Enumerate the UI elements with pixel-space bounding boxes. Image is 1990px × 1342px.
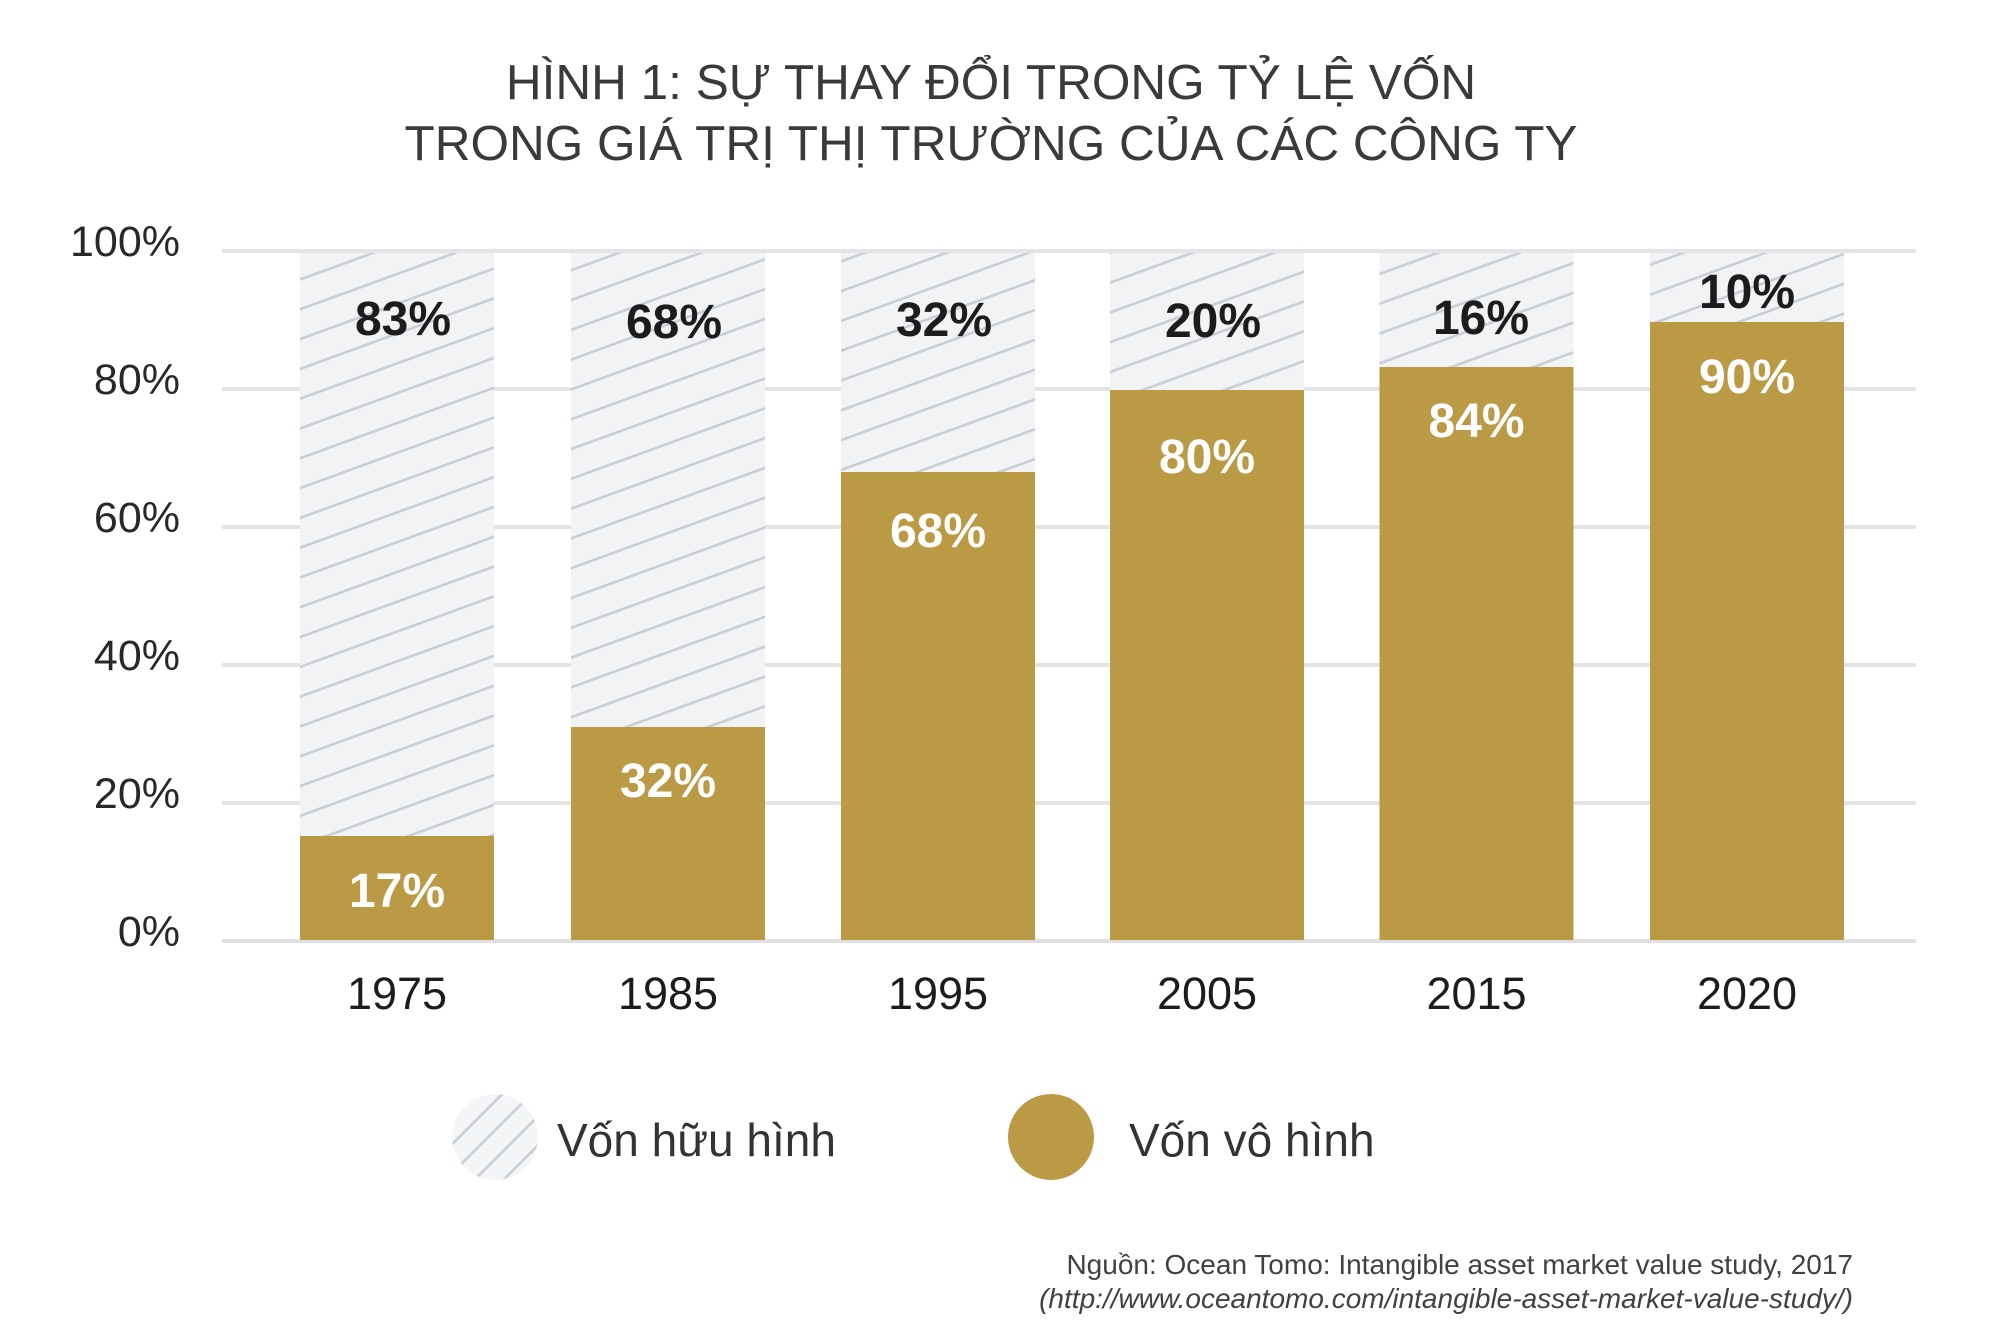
svg-text:20%: 20% — [94, 770, 180, 818]
svg-text:1985: 1985 — [618, 968, 718, 1019]
svg-text:84%: 84% — [1428, 395, 1524, 448]
svg-text:TRONG GIÁ TRỊ THỊ TRƯỜNG CỦA C: TRONG GIÁ TRỊ THỊ TRƯỜNG CỦA CÁC CÔNG TY — [405, 114, 1578, 171]
svg-text:Nguồn: Ocean Tomo: Intangible: Nguồn: Ocean Tomo: Intangible asset mark… — [1066, 1249, 1853, 1280]
svg-text:(http://www.oceantomo.com/inta: (http://www.oceantomo.com/intangible-ass… — [1039, 1283, 1853, 1314]
svg-text:90%: 90% — [1699, 351, 1795, 404]
svg-text:40%: 40% — [94, 632, 180, 680]
svg-text:1975: 1975 — [347, 968, 447, 1019]
svg-text:32%: 32% — [620, 755, 716, 808]
svg-text:80%: 80% — [1159, 431, 1255, 484]
svg-text:1995: 1995 — [888, 968, 988, 1019]
svg-text:Vốn hữu hình: Vốn hữu hình — [557, 1114, 836, 1166]
svg-text:17%: 17% — [349, 865, 445, 918]
svg-text:83%: 83% — [355, 293, 451, 346]
svg-text:68%: 68% — [890, 505, 986, 558]
svg-text:HÌNH 1: SỰ THAY ĐỔI TRONG TỶ L: HÌNH 1: SỰ THAY ĐỔI TRONG TỶ LỆ VỐN — [506, 53, 1476, 110]
svg-text:80%: 80% — [94, 356, 180, 404]
svg-text:20%: 20% — [1165, 295, 1261, 348]
svg-text:2020: 2020 — [1697, 968, 1797, 1019]
svg-text:2005: 2005 — [1157, 968, 1257, 1019]
svg-text:0%: 0% — [118, 908, 180, 956]
svg-text:2015: 2015 — [1426, 968, 1526, 1019]
svg-text:100%: 100% — [70, 218, 180, 266]
svg-text:32%: 32% — [896, 294, 992, 347]
svg-text:68%: 68% — [626, 296, 722, 349]
svg-text:60%: 60% — [94, 494, 180, 542]
svg-text:10%: 10% — [1699, 266, 1795, 319]
svg-text:Vốn vô hình: Vốn vô hình — [1129, 1114, 1375, 1166]
svg-text:16%: 16% — [1433, 292, 1529, 345]
